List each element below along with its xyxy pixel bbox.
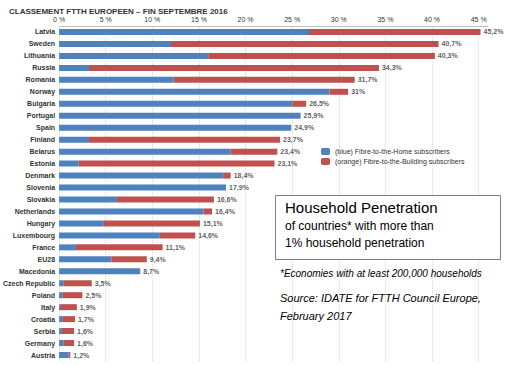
svg-text:30 %: 30 % bbox=[331, 16, 347, 23]
svg-text:20 %: 20 % bbox=[238, 16, 254, 23]
svg-text:Bulgaria: Bulgaria bbox=[27, 100, 55, 108]
svg-text:31%: 31% bbox=[351, 88, 366, 95]
svg-text:Denmark: Denmark bbox=[25, 172, 55, 179]
svg-text:1,2%: 1,2% bbox=[73, 352, 90, 360]
svg-text:25,9%: 25,9% bbox=[304, 112, 325, 120]
svg-text:26,5%: 26,5% bbox=[309, 100, 330, 108]
svg-text:34,3%: 34,3% bbox=[382, 64, 403, 72]
svg-text:Russia: Russia bbox=[32, 64, 55, 71]
svg-text:Source: IDATE for FTTH Council: Source: IDATE for FTTH Council Europe, bbox=[280, 292, 481, 304]
svg-text:Household Penetration: Household Penetration bbox=[285, 199, 438, 216]
svg-text:17,9%: 17,9% bbox=[229, 184, 250, 192]
svg-text:Netherlands: Netherlands bbox=[15, 208, 56, 215]
svg-text:Finland: Finland bbox=[30, 136, 55, 143]
svg-text:16,4%: 16,4% bbox=[215, 208, 236, 216]
svg-text:23,4%: 23,4% bbox=[280, 148, 301, 156]
svg-text:14,6%: 14,6% bbox=[198, 232, 219, 240]
svg-text:15 %: 15 % bbox=[191, 16, 207, 23]
svg-text:of countries* with more than: of countries* with more than bbox=[285, 219, 434, 233]
svg-text:Slovenia: Slovenia bbox=[26, 184, 55, 191]
svg-text:Estonia: Estonia bbox=[30, 160, 55, 167]
svg-text:23,7%: 23,7% bbox=[283, 136, 304, 144]
svg-text:24,9%: 24,9% bbox=[294, 124, 315, 132]
svg-text:Macedonia: Macedonia bbox=[19, 268, 55, 275]
svg-text:Slovakia: Slovakia bbox=[27, 196, 56, 203]
svg-text:February 2017: February 2017 bbox=[280, 310, 352, 322]
svg-text:1,6%: 1,6% bbox=[77, 340, 94, 348]
svg-text:Italy: Italy bbox=[41, 304, 55, 312]
svg-text:18,4%: 18,4% bbox=[234, 172, 255, 180]
svg-text:Lithuania: Lithuania bbox=[24, 52, 55, 59]
svg-text:35 %: 35 % bbox=[377, 16, 393, 23]
svg-text:Portugal: Portugal bbox=[27, 112, 55, 120]
svg-text:45 %: 45 % bbox=[471, 16, 487, 23]
svg-text:(orange) Fibre-to-the-Building: (orange) Fibre-to-the-Building subscribe… bbox=[335, 158, 465, 166]
svg-text:1,9%: 1,9% bbox=[80, 304, 97, 312]
svg-text:Norway: Norway bbox=[30, 88, 55, 96]
svg-text:3,5%: 3,5% bbox=[95, 280, 112, 288]
svg-text:40,7%: 40,7% bbox=[442, 40, 463, 48]
svg-text:40,3%: 40,3% bbox=[438, 52, 459, 60]
svg-text:2,5%: 2,5% bbox=[85, 292, 102, 300]
svg-text:Sweden: Sweden bbox=[29, 40, 55, 47]
svg-text:Austria: Austria bbox=[31, 352, 55, 359]
svg-text:Serbia: Serbia bbox=[34, 328, 56, 335]
svg-text:1,7%: 1,7% bbox=[78, 316, 95, 324]
svg-text:1% household penetration: 1% household penetration bbox=[285, 236, 424, 250]
svg-text:(blue) Fibre-to-the-Home subsc: (blue) Fibre-to-the-Home subscribers bbox=[335, 148, 450, 156]
svg-text:40 %: 40 % bbox=[424, 16, 440, 23]
svg-text:Czech Republic: Czech Republic bbox=[3, 280, 55, 288]
svg-text:France: France bbox=[32, 244, 55, 251]
svg-text:Belarus: Belarus bbox=[29, 148, 55, 155]
svg-text:Hungary: Hungary bbox=[27, 220, 56, 228]
svg-text:Latvia: Latvia bbox=[35, 28, 55, 35]
svg-text:1,6%: 1,6% bbox=[77, 328, 94, 336]
svg-text:Romania: Romania bbox=[26, 76, 56, 83]
svg-text:EU28: EU28 bbox=[38, 256, 56, 263]
svg-text:31,7%: 31,7% bbox=[358, 76, 379, 84]
svg-text:Croatia: Croatia bbox=[31, 316, 55, 323]
svg-text:Poland: Poland bbox=[32, 292, 55, 299]
svg-text:CLASSEMENT FTTH EUROPEEN – FIN: CLASSEMENT FTTH EUROPEEN – FIN SEPTEMBRE… bbox=[9, 7, 228, 16]
svg-text:25 %: 25 % bbox=[284, 16, 300, 23]
svg-text:9,4%: 9,4% bbox=[150, 256, 167, 264]
svg-text:0 %: 0 % bbox=[53, 16, 65, 23]
svg-text:11,1%: 11,1% bbox=[166, 244, 186, 252]
svg-text:Germany: Germany bbox=[25, 340, 55, 348]
svg-text:15,1%: 15,1% bbox=[203, 220, 224, 228]
svg-text:16,6%: 16,6% bbox=[217, 196, 238, 204]
svg-text:Spain: Spain bbox=[36, 124, 55, 132]
svg-text:*Economies with at least 200,0: *Economies with at least 200,000 househo… bbox=[280, 268, 482, 279]
svg-text:8,7%: 8,7% bbox=[143, 268, 160, 276]
svg-text:5 %: 5 % bbox=[100, 16, 112, 23]
svg-text:23,1%: 23,1% bbox=[277, 160, 298, 168]
svg-text:10 %: 10 % bbox=[144, 16, 160, 23]
svg-text:Luxembourg: Luxembourg bbox=[13, 232, 55, 240]
svg-text:45,2%: 45,2% bbox=[484, 28, 505, 36]
